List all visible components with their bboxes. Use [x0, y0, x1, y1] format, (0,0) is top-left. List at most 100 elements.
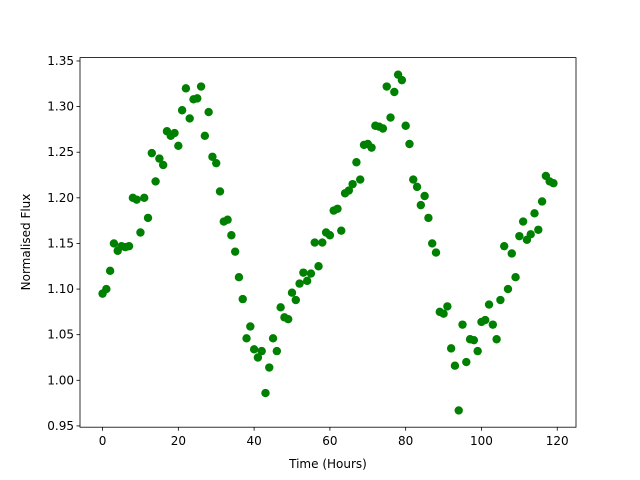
point [204, 107, 213, 117]
point [174, 141, 183, 151]
point [424, 213, 433, 223]
point [526, 230, 535, 239]
point [511, 273, 520, 282]
x-tick-label: 100 [470, 434, 493, 448]
point [333, 204, 342, 213]
point [337, 226, 346, 235]
point [193, 94, 202, 103]
point [227, 231, 236, 240]
point [428, 239, 437, 248]
point [151, 177, 160, 186]
point [253, 353, 263, 362]
point [132, 195, 141, 204]
y-tick-label: 0.95 [47, 419, 74, 433]
point [143, 213, 153, 223]
point [306, 269, 316, 278]
point [473, 346, 482, 356]
point [177, 106, 187, 115]
point [481, 315, 490, 325]
point [314, 262, 323, 271]
point [261, 388, 270, 398]
point [249, 345, 259, 354]
point [462, 357, 471, 367]
point [409, 175, 418, 184]
point [356, 175, 365, 184]
y-axis-label: Normalised Flux [19, 194, 33, 291]
x-tick-label: 60 [322, 434, 337, 448]
point [431, 248, 441, 257]
point [405, 139, 414, 149]
point [492, 335, 501, 344]
point [272, 346, 282, 356]
point [185, 114, 194, 123]
point [158, 160, 168, 170]
x-tick-label: 80 [398, 434, 413, 448]
point [397, 75, 407, 85]
point [344, 186, 354, 195]
point [412, 182, 422, 192]
point [147, 148, 157, 158]
point [469, 335, 479, 345]
point [284, 314, 293, 324]
point [496, 295, 505, 305]
point [352, 158, 361, 167]
point [105, 266, 115, 276]
point [291, 295, 300, 305]
point [450, 361, 460, 370]
point [295, 279, 304, 288]
point [439, 309, 448, 318]
point [537, 197, 547, 206]
point [287, 288, 297, 297]
y-tick-label: 1.10 [47, 282, 74, 296]
y-tick-label: 1.05 [47, 328, 74, 342]
point [549, 179, 558, 188]
point [200, 131, 210, 140]
x-axis-label: Time (Hours) [288, 457, 367, 471]
point [234, 273, 244, 282]
y-tick-label: 1.25 [47, 145, 74, 159]
point [382, 82, 391, 91]
point [499, 241, 509, 251]
point [386, 113, 395, 122]
point [534, 225, 543, 234]
point [416, 200, 426, 210]
point [265, 363, 274, 372]
point [242, 334, 251, 343]
point [507, 249, 516, 258]
point [299, 268, 308, 277]
x-tick-label: 0 [99, 434, 107, 448]
y-tick-label: 1.35 [47, 54, 74, 68]
point [268, 334, 278, 343]
point [181, 84, 191, 93]
point [454, 406, 463, 415]
plot-frame [79, 57, 577, 428]
point [196, 82, 206, 91]
point [518, 217, 528, 226]
point [458, 320, 467, 329]
point [367, 143, 376, 152]
point [302, 276, 312, 286]
point [484, 300, 494, 309]
point [208, 152, 217, 161]
point [443, 302, 452, 311]
point [230, 247, 240, 256]
point [140, 193, 149, 203]
point [378, 124, 388, 133]
point [215, 187, 225, 196]
point [318, 238, 327, 247]
point [124, 241, 134, 251]
point [503, 284, 513, 294]
point [223, 215, 232, 224]
point [515, 231, 524, 241]
point [446, 344, 456, 353]
point [420, 191, 429, 201]
point [102, 284, 111, 294]
point [246, 322, 255, 331]
point [348, 179, 357, 189]
point [238, 294, 247, 304]
point [401, 121, 410, 130]
point [155, 154, 164, 163]
point [390, 87, 399, 97]
point [310, 238, 319, 247]
